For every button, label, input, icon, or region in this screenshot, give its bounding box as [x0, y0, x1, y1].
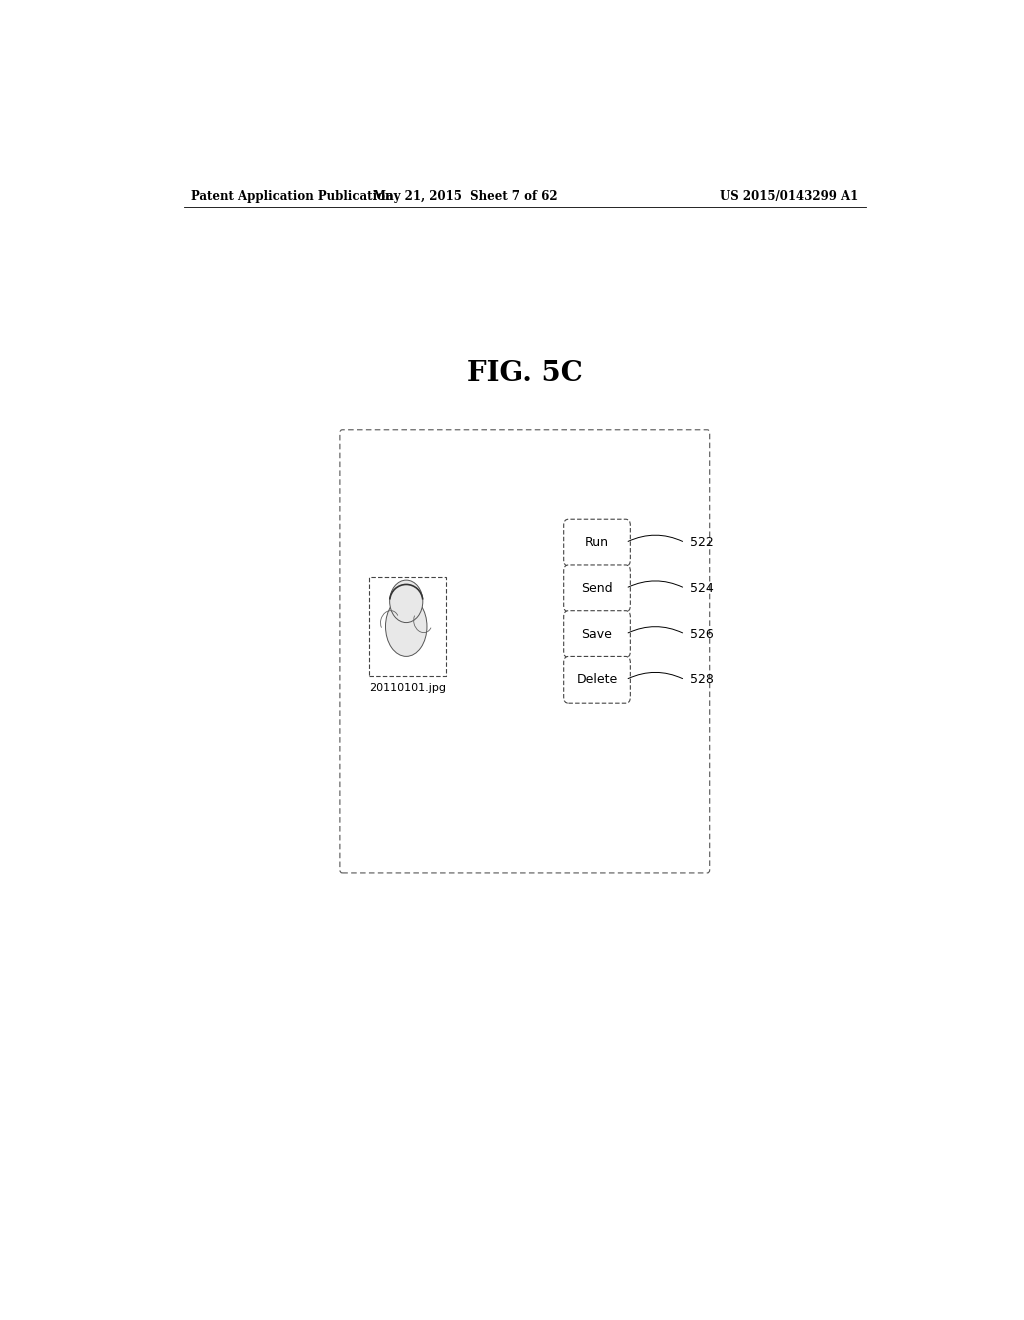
Text: US 2015/0143299 A1: US 2015/0143299 A1 — [720, 190, 858, 202]
Text: Send: Send — [582, 582, 612, 595]
FancyBboxPatch shape — [563, 519, 631, 566]
Text: 522: 522 — [690, 536, 714, 549]
Text: Patent Application Publication: Patent Application Publication — [191, 190, 394, 202]
Text: 524: 524 — [690, 582, 714, 595]
Text: Run: Run — [585, 536, 609, 549]
FancyBboxPatch shape — [563, 656, 631, 704]
Text: May 21, 2015  Sheet 7 of 62: May 21, 2015 Sheet 7 of 62 — [373, 190, 558, 202]
Ellipse shape — [385, 597, 427, 656]
FancyBboxPatch shape — [340, 430, 710, 873]
FancyBboxPatch shape — [370, 577, 446, 676]
FancyBboxPatch shape — [563, 611, 631, 657]
Text: 20110101.jpg: 20110101.jpg — [370, 682, 446, 693]
FancyBboxPatch shape — [563, 565, 631, 611]
Text: Save: Save — [582, 627, 612, 640]
Text: Delete: Delete — [577, 673, 617, 686]
Circle shape — [390, 579, 423, 623]
Text: 526: 526 — [690, 627, 714, 640]
Text: 528: 528 — [690, 673, 714, 686]
Text: FIG. 5C: FIG. 5C — [467, 360, 583, 387]
